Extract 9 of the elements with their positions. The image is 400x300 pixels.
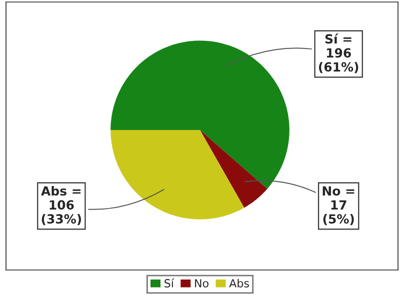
data-label: Abs = 106 (33%) <box>41 186 82 226</box>
pie-slice <box>110 130 244 220</box>
legend-label: Abs <box>229 278 249 288</box>
pie-slice <box>110 40 290 189</box>
data-label: Sí = 196 (61%) <box>318 33 358 74</box>
data-label: No = 17 (5%) <box>322 186 354 226</box>
legend-label: Sí <box>164 278 174 288</box>
legend-label: No <box>195 279 208 288</box>
pie-slice <box>200 130 268 208</box>
